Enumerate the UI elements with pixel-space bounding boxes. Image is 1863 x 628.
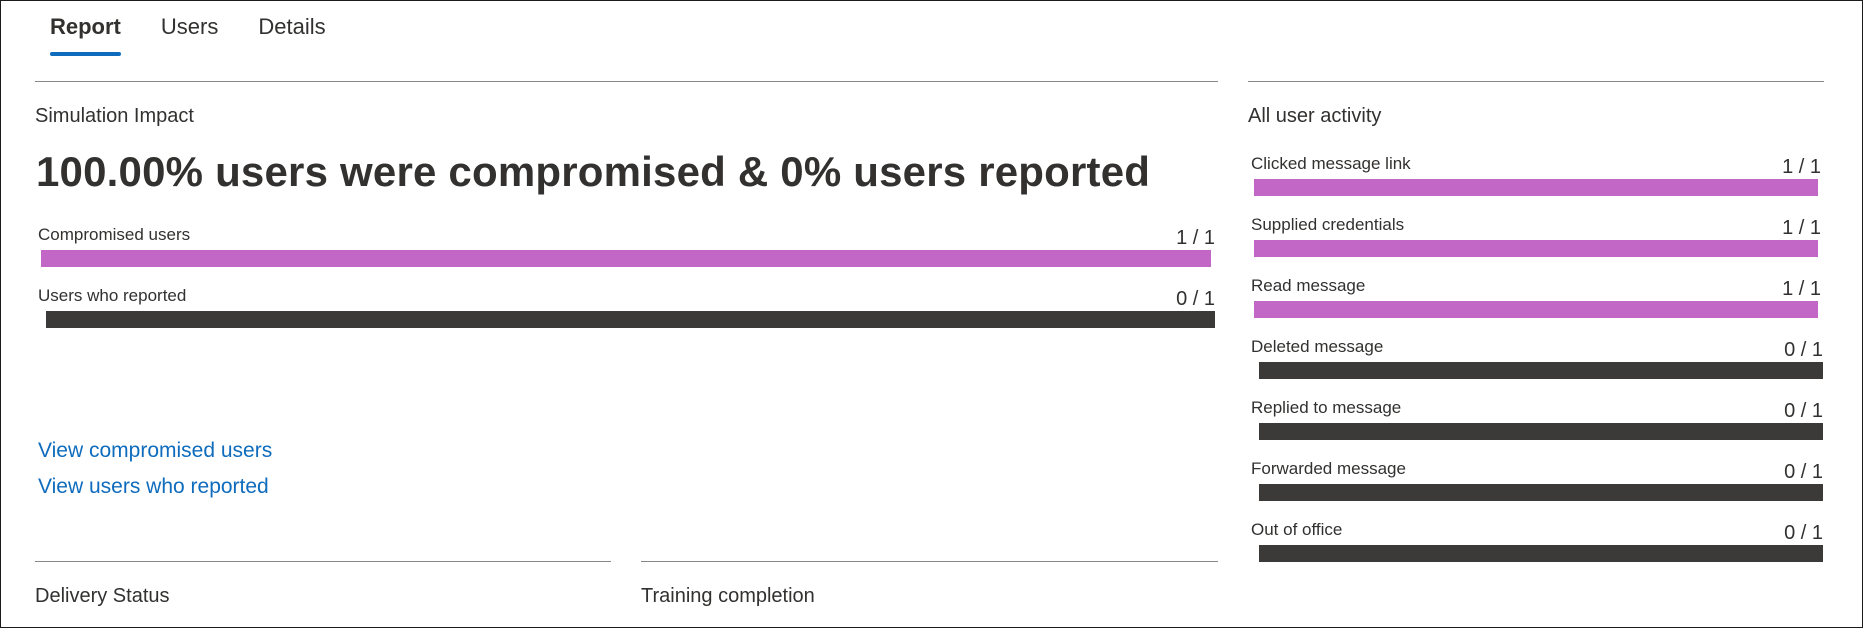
tab-report[interactable]: Report: [50, 12, 121, 58]
all-user-activity-title: All user activity: [1248, 105, 1382, 127]
activity-deleted-message: Deleted message 0 / 1: [1251, 337, 1823, 381]
metric-count: 1 / 1: [1176, 227, 1215, 249]
view-users-who-reported-link[interactable]: View users who reported: [38, 475, 269, 498]
metric-label: Users who reported: [38, 286, 187, 305]
simulation-impact-title: Simulation Impact: [35, 105, 194, 127]
compromised-users-bar: [41, 250, 1211, 267]
users-who-reported-metric: Users who reported 0 / 1: [38, 286, 1215, 331]
activity-bar: [1254, 301, 1818, 318]
activity-bar: [1259, 362, 1823, 379]
activity-count: 1 / 1: [1782, 217, 1821, 239]
activity-label: Out of office: [1251, 520, 1343, 539]
delivery-status-title: Delivery Status: [35, 585, 170, 607]
activity-label: Supplied credentials: [1251, 215, 1405, 234]
activity-label: Forwarded message: [1251, 459, 1406, 478]
tab-bar: Report Users Details: [50, 12, 366, 58]
activity-label: Read message: [1251, 276, 1366, 295]
activity-count: 0 / 1: [1784, 461, 1823, 483]
divider-delivery: [35, 561, 611, 562]
activity-bar: [1254, 240, 1818, 257]
activity-supplied-credentials: Supplied credentials 1 / 1: [1251, 215, 1821, 259]
activity-bar: [1259, 545, 1823, 562]
activity-label: Replied to message: [1251, 398, 1402, 417]
activity-label: Clicked message link: [1251, 154, 1411, 173]
activity-bar: [1259, 423, 1823, 440]
divider-impact: [35, 81, 1218, 82]
activity-forwarded-message: Forwarded message 0 / 1: [1251, 459, 1823, 503]
activity-bar: [1259, 484, 1823, 501]
activity-bar: [1254, 179, 1818, 196]
compromised-users-metric: Compromised users 1 / 1: [38, 225, 1215, 270]
divider-activity: [1248, 81, 1824, 82]
activity-count: 1 / 1: [1782, 156, 1821, 178]
activity-count: 0 / 1: [1784, 400, 1823, 422]
training-completion-title: Training completion: [641, 585, 815, 607]
metric-label: Compromised users: [38, 225, 191, 244]
activity-count: 0 / 1: [1784, 339, 1823, 361]
users-who-reported-bar: [46, 311, 1215, 328]
activity-out-of-office: Out of office 0 / 1: [1251, 520, 1823, 564]
activity-replied-to-message: Replied to message 0 / 1: [1251, 398, 1823, 442]
tab-details[interactable]: Details: [258, 14, 326, 39]
activity-label: Deleted message: [1251, 337, 1384, 356]
activity-count: 0 / 1: [1784, 522, 1823, 544]
divider-training: [641, 561, 1218, 562]
activity-read-message: Read message 1 / 1: [1251, 276, 1821, 320]
view-compromised-users-link[interactable]: View compromised users: [38, 439, 273, 462]
activity-clicked-message-link: Clicked message link 1 / 1: [1251, 154, 1821, 198]
metric-count: 0 / 1: [1176, 288, 1215, 310]
tab-users[interactable]: Users: [160, 14, 219, 39]
activity-count: 1 / 1: [1782, 278, 1821, 300]
impact-headline: 100.00% users were compromised & 0% user…: [36, 148, 1151, 195]
